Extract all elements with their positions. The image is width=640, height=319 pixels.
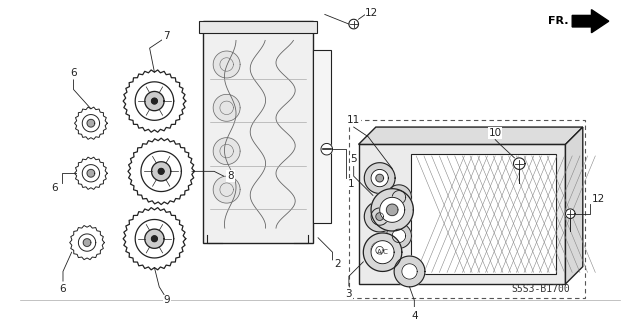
Polygon shape (152, 162, 171, 181)
Polygon shape (82, 115, 100, 132)
Polygon shape (371, 169, 388, 187)
Polygon shape (387, 204, 398, 216)
Polygon shape (566, 127, 583, 284)
Polygon shape (402, 264, 417, 279)
Text: 10: 10 (488, 128, 502, 138)
Polygon shape (135, 219, 173, 258)
Polygon shape (123, 208, 186, 270)
Polygon shape (127, 138, 195, 205)
Text: 4: 4 (411, 311, 418, 319)
Polygon shape (152, 236, 157, 241)
Polygon shape (358, 127, 583, 145)
Text: 8: 8 (227, 171, 234, 181)
Polygon shape (87, 119, 95, 127)
Polygon shape (145, 92, 164, 111)
Bar (313, 50, 331, 223)
Polygon shape (394, 256, 425, 287)
Polygon shape (358, 145, 566, 284)
Polygon shape (364, 163, 395, 194)
Polygon shape (87, 169, 95, 177)
Polygon shape (78, 234, 96, 251)
Polygon shape (566, 209, 575, 219)
Polygon shape (572, 10, 609, 33)
Polygon shape (128, 138, 195, 204)
Polygon shape (364, 233, 402, 271)
Polygon shape (380, 197, 404, 222)
Polygon shape (145, 229, 164, 249)
Text: 1: 1 (348, 179, 355, 189)
Polygon shape (213, 51, 240, 78)
Polygon shape (364, 201, 395, 232)
Polygon shape (74, 107, 108, 139)
Polygon shape (82, 165, 100, 182)
Polygon shape (371, 241, 388, 259)
Polygon shape (371, 189, 413, 231)
Polygon shape (371, 208, 388, 225)
Text: 2: 2 (335, 259, 341, 269)
Polygon shape (387, 185, 412, 210)
Polygon shape (74, 157, 108, 189)
Polygon shape (349, 19, 358, 29)
Polygon shape (376, 213, 383, 220)
Polygon shape (152, 98, 157, 104)
Bar (412, 154, 556, 274)
Text: 12: 12 (591, 194, 605, 204)
Polygon shape (70, 226, 104, 260)
Text: 6: 6 (51, 183, 58, 193)
Polygon shape (392, 229, 406, 242)
Text: 9: 9 (164, 295, 170, 305)
Polygon shape (213, 176, 240, 203)
Polygon shape (141, 151, 181, 191)
Polygon shape (123, 70, 186, 132)
Polygon shape (70, 225, 104, 260)
Text: 12: 12 (365, 8, 378, 18)
Polygon shape (513, 158, 525, 169)
Polygon shape (321, 144, 333, 155)
Polygon shape (198, 21, 317, 33)
Text: 11: 11 (347, 115, 360, 125)
Polygon shape (376, 246, 383, 254)
Text: A/C: A/C (376, 249, 388, 255)
Polygon shape (123, 69, 186, 133)
Polygon shape (74, 107, 108, 140)
Polygon shape (364, 235, 395, 266)
Text: FR.: FR. (548, 16, 568, 26)
Polygon shape (213, 138, 240, 165)
Text: 6: 6 (60, 284, 67, 294)
Polygon shape (83, 239, 91, 246)
Polygon shape (158, 168, 164, 174)
Polygon shape (135, 82, 173, 120)
Polygon shape (213, 94, 240, 121)
Text: 7: 7 (163, 31, 170, 41)
Text: 5: 5 (350, 154, 357, 164)
Polygon shape (123, 207, 186, 271)
Polygon shape (387, 223, 412, 249)
Polygon shape (376, 174, 383, 182)
Polygon shape (371, 241, 394, 264)
Polygon shape (74, 157, 108, 189)
Polygon shape (392, 190, 406, 204)
Text: S5S3-B1700: S5S3-B1700 (511, 284, 570, 294)
Bar (203, 21, 313, 242)
Text: 6: 6 (70, 68, 77, 78)
Text: 3: 3 (346, 289, 352, 299)
